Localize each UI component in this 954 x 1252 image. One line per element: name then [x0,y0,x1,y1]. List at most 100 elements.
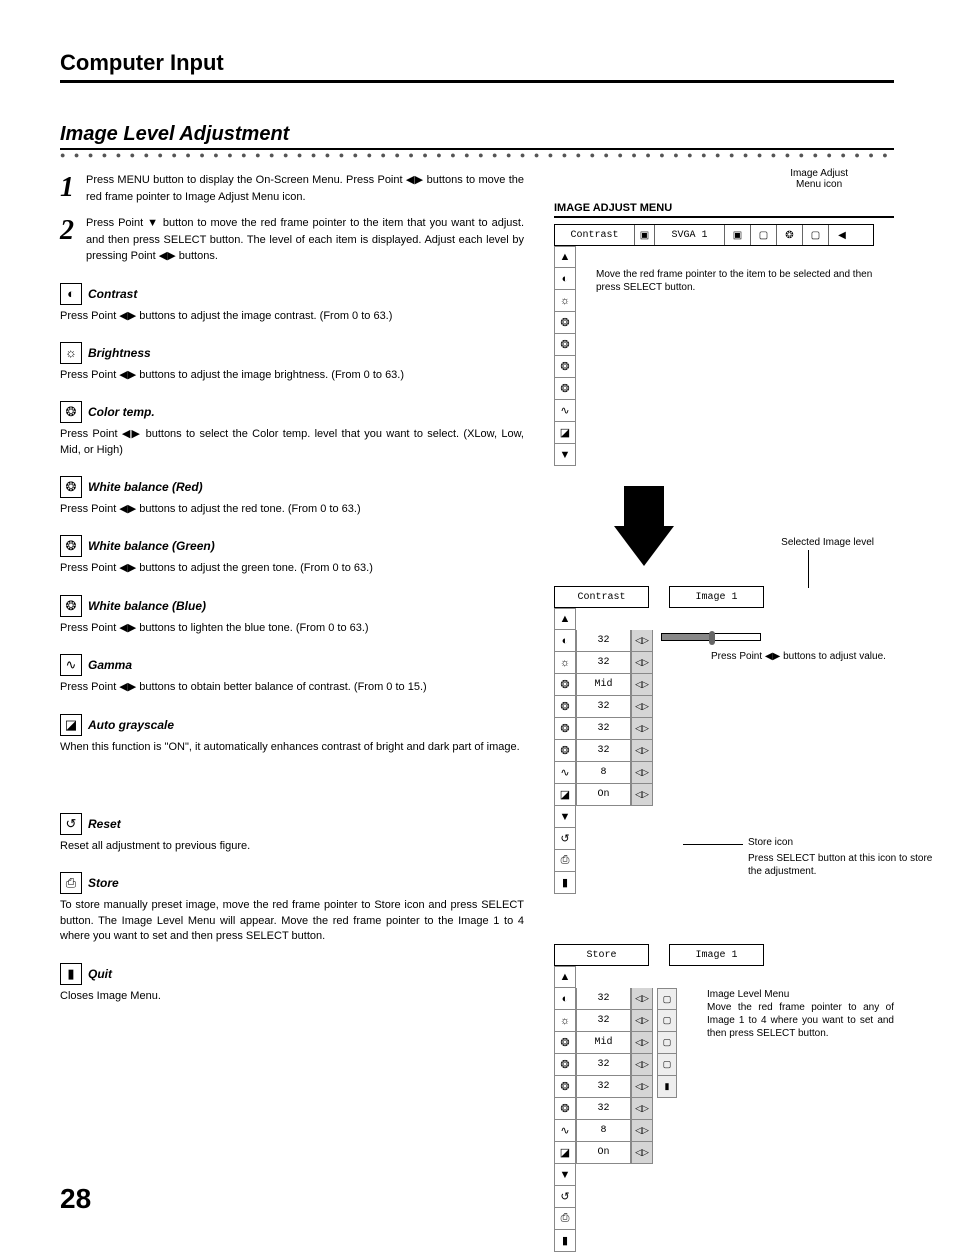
v2-contrast-icon: ◐ [554,630,576,652]
value-cell: 8 [576,762,631,784]
panel3-label: Store [554,944,649,966]
image-level-3-icon: ▢ [657,1032,677,1054]
item-contrast: ◐ Contrast Press Point ◀▶ buttons to adj… [60,283,524,324]
v3-down-icon: ▼ [554,1164,576,1186]
value-cell: On [576,784,631,806]
v3-quit-icon: ▮ [554,1230,576,1252]
values-col-1: 32◁▷32◁▷Mid◁▷32◁▷32◁▷32◁▷8◁▷On◁▷ [576,608,653,894]
v2-quit-icon: ▮ [554,872,576,894]
lr-arrows-icon: ◁▷ [631,1054,653,1076]
v3-gamma-icon: ∿ [554,1120,576,1142]
item-title: Quit [88,967,112,981]
lr-arrows-icon: ◁▷ [631,988,653,1010]
v2-wbblue-icon: ❂ [554,740,576,762]
value-cell: 32 [576,740,631,762]
vmenu-down-icon: ▼ [554,444,576,466]
v2-wbred-icon: ❂ [554,696,576,718]
item-title: White balance (Red) [88,480,203,494]
value-cell: 32 [576,718,631,740]
menubar-ic3: ❂ [777,225,803,245]
item-title: White balance (Blue) [88,599,206,613]
vmenu-wbred-icon: ❂ [554,334,576,356]
item-desc: To store manually preset image, move the… [60,898,524,944]
lr-arrows-icon: ◁▷ [631,1076,653,1098]
image-level-4-icon: ▢ [657,1054,677,1076]
value-cell: Mid [576,1032,631,1054]
value-cell: 32 [576,988,631,1010]
annot-img-level-desc: Move the red frame pointer to any of Ima… [707,1001,894,1040]
v3-wbred-icon: ❂ [554,1054,576,1076]
panel3-header: Store Image 1 [554,944,894,966]
v3-brightness-icon: ☼ [554,1010,576,1032]
menu-bar: Contrast ▣ SVGA 1 ▣ ▢ ❂ ▢ ◀ [554,224,874,246]
item-store: ⎙ Store To store manually preset image, … [60,872,524,944]
image-level-icons: ▢▢▢▢▮ [653,966,677,1252]
v3-colortemp-icon: ❂ [554,1032,576,1054]
brightness-icon: ☼ [60,342,82,364]
left-column: 1 Press MENU button to display the On-Sc… [60,172,524,1252]
v3-contrast-icon: ◐ [554,988,576,1010]
v3-up-icon: ▲ [554,966,576,988]
step-2: 2 Press Point ▼ button to move the red f… [60,215,524,265]
item-desc: Press Point ◀▶ buttons to adjust the gre… [60,561,524,576]
item-wb-green: ❂ White balance (Green) Press Point ◀▶ b… [60,535,524,576]
vmenu-brightness-icon: ☼ [554,290,576,312]
item-desc: Press Point ◀▶ buttons to obtain better … [60,680,524,695]
value-cell: 32 [576,1010,631,1032]
value-cell: On [576,1142,631,1164]
v2-up-icon: ▲ [554,608,576,630]
store-icon: ⎙ [60,872,82,894]
step-text: Press MENU button to display the On-Scre… [86,172,524,205]
lr-arrows-icon: ◁▷ [631,1098,653,1120]
item-autogray: ◪ Auto grayscale When this function is "… [60,714,524,755]
vmenu-autogray-icon: ◪ [554,422,576,444]
step-number: 2 [60,215,74,265]
value-cell: 32 [576,652,631,674]
v2-colortemp-icon: ❂ [554,674,576,696]
v3-store-icon: ⎙ [554,1208,576,1230]
vmenu-contrast-icon: ◐ [554,268,576,290]
menubar-icon: ▣ [635,225,655,245]
step-text: Press Point ▼ button to move the red fra… [86,215,524,265]
item-desc: Reset all adjustment to previous figure. [60,839,524,854]
item-desc: Press Point ◀▶ buttons to adjust the red… [60,502,524,517]
v2-reset-icon: ↺ [554,828,576,850]
item-title: Store [88,876,119,890]
wb-red-icon: ❂ [60,476,82,498]
wb-blue-icon: ❂ [60,595,82,617]
panel2-header: Contrast Image 1 [554,586,894,608]
autogray-icon: ◪ [60,714,82,736]
item-title: White balance (Green) [88,539,215,553]
item-wb-red: ❂ White balance (Red) Press Point ◀▶ but… [60,476,524,517]
v2-store-icon: ⎙ [554,850,576,872]
vertical-menu-3: ▲ ◐ ☼ ❂ ❂ ❂ ❂ ∿ ◪ ▼ ↺ ⎙ ▮ [554,966,576,1252]
slider-bar [661,633,761,641]
value-cell: 32 [576,1076,631,1098]
menubar-ic2: ▢ [751,225,777,245]
vmenu-colortemp-icon: ❂ [554,312,576,334]
value-cell: 32 [576,630,631,652]
lr-arrows-icon: ◁▷ [631,1010,653,1032]
v3-reset-icon: ↺ [554,1186,576,1208]
annot-move-pointer: Move the red frame pointer to the item t… [596,268,894,294]
item-title: Gamma [88,658,132,672]
step-1: 1 Press MENU button to display the On-Sc… [60,172,524,205]
gamma-icon: ∿ [60,654,82,676]
lr-arrows-icon: ◁▷ [631,762,653,784]
value-cell: Mid [576,674,631,696]
vmenu-up-icon: ▲ [554,246,576,268]
v2-wbgreen-icon: ❂ [554,718,576,740]
menubar-ic5: ◀ [829,225,855,245]
vmenu-wbgreen-icon: ❂ [554,356,576,378]
lr-arrows-icon: ◁▷ [631,652,653,674]
callout-line [808,550,809,588]
annot-store-icon-label: Store icon [748,836,793,849]
lr-arrows-icon: ◁▷ [631,674,653,696]
wb-green-icon: ❂ [60,535,82,557]
item-desc: Press Point ◀▶ buttons to lighten the bl… [60,621,524,636]
panel2-label: Contrast [554,586,649,608]
lr-arrows-icon: ◁▷ [631,1120,653,1142]
item-reset: ↺ Reset Reset all adjustment to previous… [60,813,524,854]
page-number: 28 [60,1183,91,1215]
item-title: Auto grayscale [88,718,174,732]
